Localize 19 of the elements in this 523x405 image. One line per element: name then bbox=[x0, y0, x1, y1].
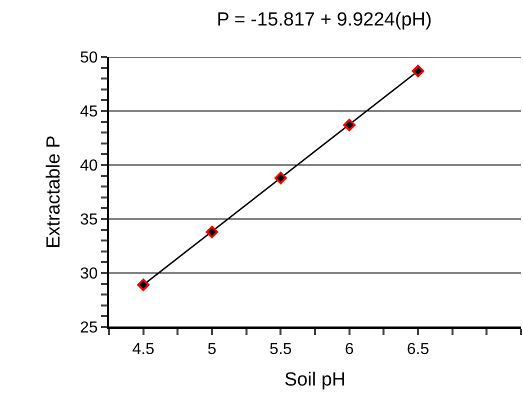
y-axis-title: Extractable P bbox=[43, 136, 64, 248]
chart-title: P = -15.817 + 9.9224(pH) bbox=[216, 9, 432, 30]
x-tick-label: 6.5 bbox=[406, 341, 430, 358]
y-tick-label: 45 bbox=[80, 104, 98, 121]
y-tick-label: 30 bbox=[80, 266, 98, 283]
point bbox=[206, 226, 218, 238]
point bbox=[343, 118, 356, 132]
x-tick-label: 6 bbox=[344, 341, 354, 358]
y-tick-label: 50 bbox=[80, 50, 98, 67]
x-tick-label: 5 bbox=[208, 341, 217, 358]
point bbox=[412, 64, 424, 78]
y-tick-label: 25 bbox=[80, 320, 98, 337]
x-tick-label: 4.5 bbox=[132, 341, 155, 358]
point bbox=[274, 172, 287, 184]
point bbox=[137, 278, 150, 292]
y-tick-label: 40 bbox=[80, 158, 98, 175]
y-tick-label: 35 bbox=[80, 212, 98, 229]
x-axis-title: Soil pH bbox=[284, 370, 346, 390]
x-tick-label: 5.5 bbox=[270, 341, 292, 358]
